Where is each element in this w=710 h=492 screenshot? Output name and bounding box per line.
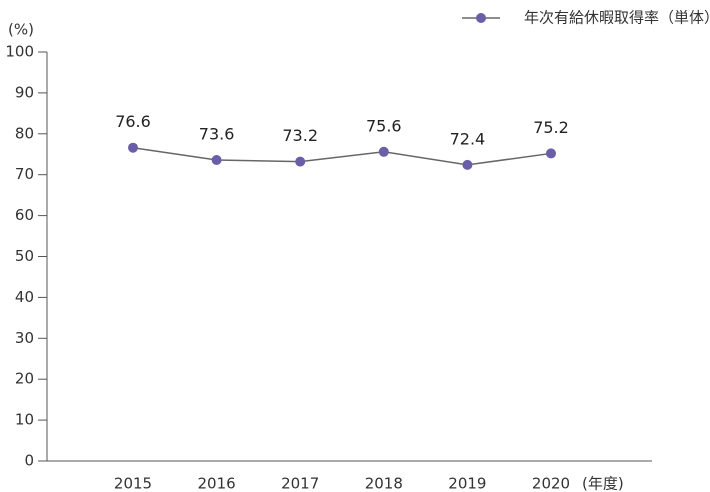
marker [546,148,556,159]
y-tick-label: 30 [15,329,34,347]
line [132,146,552,166]
data-label: 75.2 [533,118,569,137]
y-tick-label: 20 [15,370,34,388]
marker [378,146,389,157]
y-tick-label: 60 [15,206,34,224]
data-label: 75.6 [366,116,402,135]
y-tick-label: 10 [15,411,34,429]
marker [211,154,222,165]
x-tick-label: 2017 [281,475,319,492]
x-tick-label: 2019 [448,475,486,492]
y-tick-label: 0 [24,452,34,470]
y-tick-label: 80 [15,124,34,142]
x-tick-label: 2020 [532,475,570,492]
y-tick-label: 100 [5,43,34,61]
data-label: 76.6 [115,112,151,131]
legend-label: 年次有給休暇取得率（単体） [524,9,710,27]
marker [462,159,473,170]
marker [128,142,138,153]
marker [295,156,306,167]
data-label: 73.2 [282,126,318,145]
data-label: 73.6 [199,124,235,143]
x-tick-label: 2016 [198,475,236,492]
y-tick-label: 50 [15,247,34,265]
y-unit: (%) [8,21,34,39]
y-tick-label: 40 [15,288,34,306]
x-unit: (年度) [582,475,624,492]
x-tick-label: 2015 [114,475,152,492]
y-tick-label: 70 [15,165,34,183]
legend-marker [476,13,486,23]
x-tick-label: 2018 [365,475,403,492]
y-tick-label: 90 [15,83,34,101]
data-label: 72.4 [450,129,486,148]
